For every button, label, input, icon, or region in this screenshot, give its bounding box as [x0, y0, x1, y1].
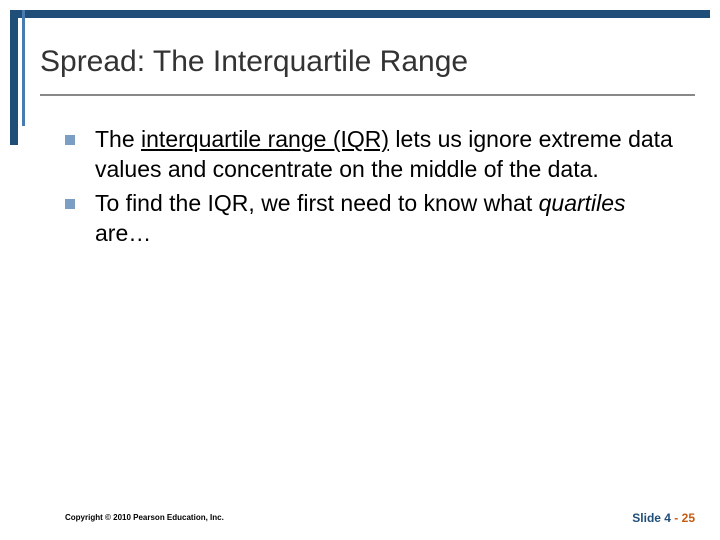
bullet-prefix: The — [95, 126, 141, 152]
bullet-underlined: interquartile range (IQR) — [141, 126, 389, 152]
bullet-prefix: To find the IQR, we first need to know w… — [95, 190, 539, 216]
bullet-marker-icon — [65, 135, 75, 145]
footer-slide-number: Slide 4 - 25 — [632, 511, 695, 525]
footer-separator: - — [671, 511, 682, 525]
footer-page-number: 25 — [682, 511, 695, 525]
bullet-item: To find the IQR, we first need to know w… — [65, 189, 680, 249]
bullet-text: To find the IQR, we first need to know w… — [95, 189, 680, 249]
bullet-marker-icon — [65, 199, 75, 209]
content-area: The interquartile range (IQR) lets us ig… — [65, 125, 680, 253]
top-border-bar — [10, 10, 710, 18]
slide-title: Spread: The Interquartile Range — [40, 45, 690, 79]
left-border-inner-bar — [22, 10, 25, 126]
footer-slide-label: Slide — [632, 511, 664, 525]
left-border-bar — [10, 10, 18, 145]
title-underline — [40, 94, 695, 96]
bullet-italic: quartiles — [539, 190, 626, 216]
bullet-item: The interquartile range (IQR) lets us ig… — [65, 125, 680, 185]
footer-chapter-number: 4 — [664, 511, 671, 525]
bullet-suffix: are… — [95, 220, 151, 246]
bullet-text: The interquartile range (IQR) lets us ig… — [95, 125, 680, 185]
footer-copyright: Copyright © 2010 Pearson Education, Inc. — [65, 513, 224, 522]
